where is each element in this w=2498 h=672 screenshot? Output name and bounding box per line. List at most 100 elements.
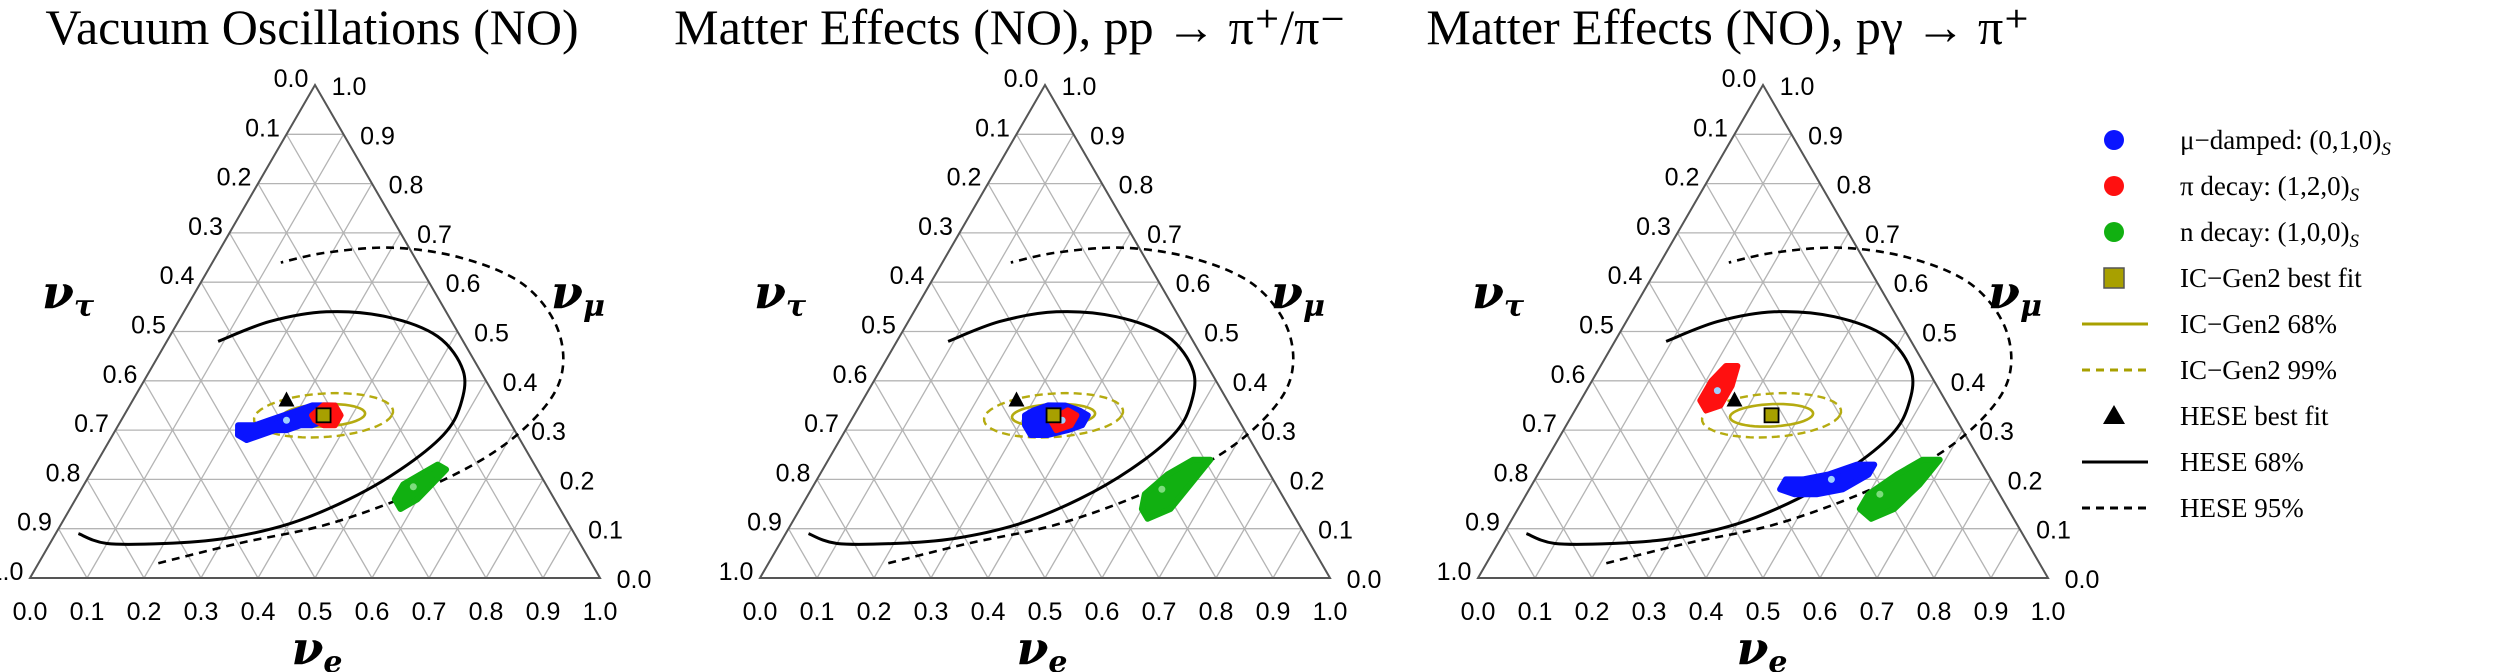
legend-marker-triangle	[2103, 405, 2125, 424]
panel-vacuum-oscillations: Vacuum Oscillations (NO) 0.0 0.0 0.0 0.1 0.1…	[0, 0, 651, 672]
panel-title: Vacuum Oscillations (NO)	[45, 0, 578, 55]
axis-label-nu-tau: ντ	[1472, 265, 1525, 324]
tick-label-nu-tau: 0.6	[103, 361, 138, 389]
grid-line-nu-tau	[1591, 380, 1707, 579]
grid-line-nu-tau	[1505, 528, 1536, 579]
tick-label-nu-e: 0.4	[1689, 598, 1724, 626]
grid-line-nu-e	[1762, 331, 1907, 579]
grid-line-nu-tau	[844, 429, 932, 579]
grid-line-nu-e	[428, 429, 516, 579]
tick-label-nu-e: 0.4	[241, 598, 276, 626]
hese-best-fit-marker	[278, 391, 295, 407]
tick-label-nu-mu: 0.3	[531, 418, 566, 446]
hese-95-contour	[887, 246, 1295, 565]
tick-label-nu-mu: 0.7	[1865, 221, 1900, 249]
legend: μ−damped: (0,1,0)S π decay: (1,2,0)S n d…	[2082, 125, 2391, 523]
tick-label-nu-mu: 0.2	[2008, 467, 2043, 495]
axis-label-nu-tau: ντ	[42, 265, 95, 324]
best-fit-markers	[1726, 391, 1780, 424]
tick-label-nu-mu: 0.5	[474, 320, 509, 348]
tick-label-nu-mu: 0.8	[389, 172, 424, 200]
tick-label-nu-mu: 1.0	[1780, 73, 1815, 101]
tick-label-nu-e: 0.9	[1256, 598, 1291, 626]
tick-label-nu-e: 0.6	[1085, 598, 1120, 626]
tick-label-nu-e: 0.7	[1142, 598, 1177, 626]
hese-best-fit-marker	[1008, 391, 1025, 407]
tick-label-nu-tau: 0.4	[1608, 262, 1643, 290]
legend-item-hese-best-fit: HESE best fit	[2103, 401, 2329, 431]
tick-label-nu-e: 0.9	[1974, 598, 2009, 626]
tick-label-nu-mu: 0.2	[1290, 467, 1325, 495]
tick-label-nu-e: 0.5	[298, 598, 333, 626]
tick-label-nu-tau: 0.3	[188, 213, 223, 241]
legend-square	[2103, 267, 2125, 289]
grid-line-nu-e	[1215, 479, 1274, 579]
tick-label-nu-e: 0.2	[1575, 598, 1610, 626]
flavor-regions	[235, 402, 450, 512]
tick-label-nu-e: 0.5	[1028, 598, 1063, 626]
legend-label: IC−Gen2 99%	[2180, 355, 2337, 385]
legend-item-mu-damped: μ−damped: (0,1,0)S	[2104, 125, 2391, 160]
tick-label-nu-tau: 1.0	[719, 558, 754, 586]
axis-label-nu-e: νe	[1736, 621, 1787, 672]
tick-label-nu-e: 0.4	[971, 598, 1006, 626]
hese-95-contour	[157, 246, 565, 565]
tick-label-nu-e: 0.3	[184, 598, 219, 626]
panel-matter-effects-pp: Matter Effects (NO), pp → π⁺/π⁻ 0.00.00.…	[674, 0, 1381, 672]
region-n-decay-center-dot	[409, 483, 417, 491]
grid-line-nu-tau	[1676, 232, 1878, 579]
legend-circle	[2104, 222, 2124, 242]
tick-label-nu-tau: 0.4	[890, 262, 925, 290]
legend-label: HESE 95%	[2180, 493, 2304, 523]
tick-label-nu-e: 0.7	[1860, 598, 1895, 626]
tick-labels: 0.0 0.0 0.0 0.1 0.1 0.1 0.2 0.2 0.2 0.3 0.3 0.3 0.4 0…	[1437, 65, 2100, 626]
contours	[1525, 246, 2013, 565]
ternary-grid	[28, 83, 602, 579]
hese-68-contour	[807, 310, 1197, 546]
tick-label-nu-tau: 0.9	[747, 509, 782, 537]
tick-label-nu-e: 0.0	[13, 598, 48, 626]
tick-label-nu-tau: 0.0	[274, 65, 309, 93]
grid-line-nu-tau	[114, 429, 202, 579]
tick-label-nu-mu: 0.4	[1951, 369, 1986, 397]
tick-label-nu-e: 0.1	[800, 598, 835, 626]
grid-line-nu-tau	[1733, 133, 1992, 579]
ic-gen2-best-fit-marker	[1045, 407, 1062, 424]
tick-label-nu-mu: 0.6	[446, 270, 481, 298]
tick-label-nu-e: 0.3	[1632, 598, 1667, 626]
grid-line-nu-tau	[143, 380, 259, 579]
tick-label-nu-mu: 0.1	[2036, 517, 2071, 545]
tick-label-nu-tau: 0.8	[46, 459, 81, 487]
grid-line-nu-e	[1158, 429, 1246, 579]
legend-label: μ−damped: (0,1,0)S	[2180, 125, 2391, 160]
tick-label-nu-tau: 0.7	[804, 410, 839, 438]
tick-label-nu-tau: 0.3	[918, 213, 953, 241]
tick-label-nu-e: 0.8	[469, 598, 504, 626]
grid-line-nu-e	[542, 528, 573, 579]
axis-label-nu-mu: νμ	[1988, 265, 2042, 324]
tick-label-nu-mu: 0.8	[1837, 172, 1872, 200]
tick-label-nu-tau: 0.2	[1665, 164, 1700, 192]
flavor-regions	[1697, 363, 1943, 522]
legend-marker-circle	[2104, 222, 2124, 242]
legend-label: IC−Gen2 68%	[2180, 309, 2337, 339]
grid-line-nu-tau	[901, 331, 1046, 579]
tick-label-nu-mu: 0.1	[1318, 517, 1353, 545]
tick-label-nu-mu: 0.9	[360, 122, 395, 150]
tick-label-nu-e: 0.1	[70, 598, 105, 626]
legend-label: HESE best fit	[2180, 401, 2329, 431]
grid-line-nu-tau	[1619, 331, 1764, 579]
grid-line-nu-e	[86, 133, 345, 579]
tick-label-nu-mu: 0.0	[1347, 566, 1382, 594]
triangle-frame	[28, 83, 602, 579]
tick-label-nu-tau: 0.9	[1465, 509, 1500, 537]
grid-line-nu-e	[1648, 232, 1850, 579]
legend-item-icgen2-99: IC−Gen2 99%	[2082, 355, 2337, 385]
panel-matter-effects-pgamma: Matter Effects (NO), pγ → π⁺ 0.00.00.00.…	[1426, 0, 2099, 672]
panel-title: Matter Effects (NO), pγ → π⁺	[1426, 0, 2029, 55]
axis-label-nu-tau: ντ	[754, 265, 807, 324]
tick-labels: 0.0 0.0 0.0 0.1 0.1 0.1 0.2 0.2 0.2 0.3 0.3 0.3 0.4 0…	[0, 65, 651, 626]
triangle-frame	[758, 83, 1332, 579]
tick-label-nu-tau: 0.5	[1579, 312, 1614, 340]
